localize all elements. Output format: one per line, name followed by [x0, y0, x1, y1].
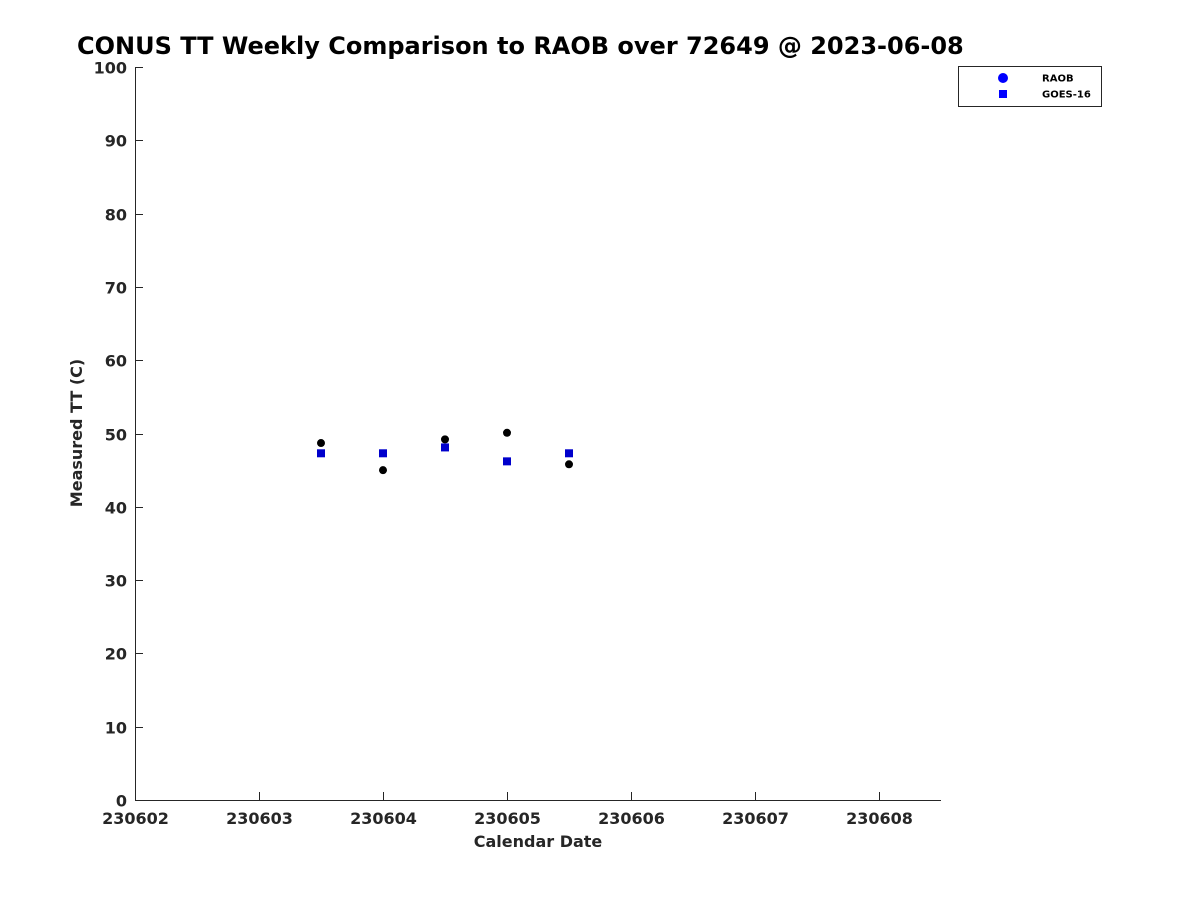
y-tick-label: 40	[105, 499, 127, 518]
y-tick-label: 60	[105, 352, 127, 371]
point-goes-16	[317, 449, 325, 458]
x-tick-label: 230607	[722, 809, 789, 828]
legend-marker-raob	[998, 73, 1008, 83]
point-raob	[565, 460, 573, 469]
legend-entry-goes-16: GOES-16	[1042, 90, 1091, 101]
x-tick-label: 230602	[102, 809, 169, 828]
legend-entry-raob: RAOB	[1042, 74, 1074, 85]
y-tick-label: 70	[105, 279, 127, 298]
x-tick-label: 230604	[350, 809, 417, 828]
point-goes-16	[503, 457, 511, 466]
y-tick-label: 20	[105, 645, 127, 664]
legend-marker-goes-16	[999, 90, 1007, 98]
point-raob	[441, 435, 449, 444]
y-tick-label: 100	[94, 59, 127, 78]
point-goes-16	[565, 449, 573, 458]
x-tick-label: 230606	[598, 809, 665, 828]
y-tick-label: 30	[105, 572, 127, 591]
x-axis-label: Calendar Date	[474, 832, 603, 851]
point-raob	[379, 466, 387, 475]
chart-title: CONUS TT Weekly Comparison to RAOB over …	[77, 32, 964, 60]
x-tick-label: 230605	[474, 809, 541, 828]
x-ticks: 230602 230603 230604 230605 230606 230607 2306…	[102, 792, 913, 828]
y-ticks: 0 10 20 30 40 50 60 70 80 90 100	[94, 59, 143, 811]
y-tick-label: 10	[105, 719, 127, 738]
x-tick-label: 230608	[846, 809, 913, 828]
point-goes-16	[379, 449, 387, 458]
y-tick-label: 50	[105, 426, 127, 445]
y-tick-label: 80	[105, 206, 127, 225]
x-tick-label: 230603	[226, 809, 293, 828]
y-tick-label: 90	[105, 132, 127, 151]
legend: RAOB GOES-16	[958, 66, 1102, 107]
point-goes-16	[441, 443, 449, 452]
legend-box	[958, 66, 1102, 107]
point-raob	[317, 439, 325, 448]
point-raob	[503, 428, 511, 437]
data-points	[317, 428, 573, 475]
y-axis-label: Measured TT (C)	[67, 359, 86, 507]
y-tick-label: 0	[116, 792, 127, 811]
